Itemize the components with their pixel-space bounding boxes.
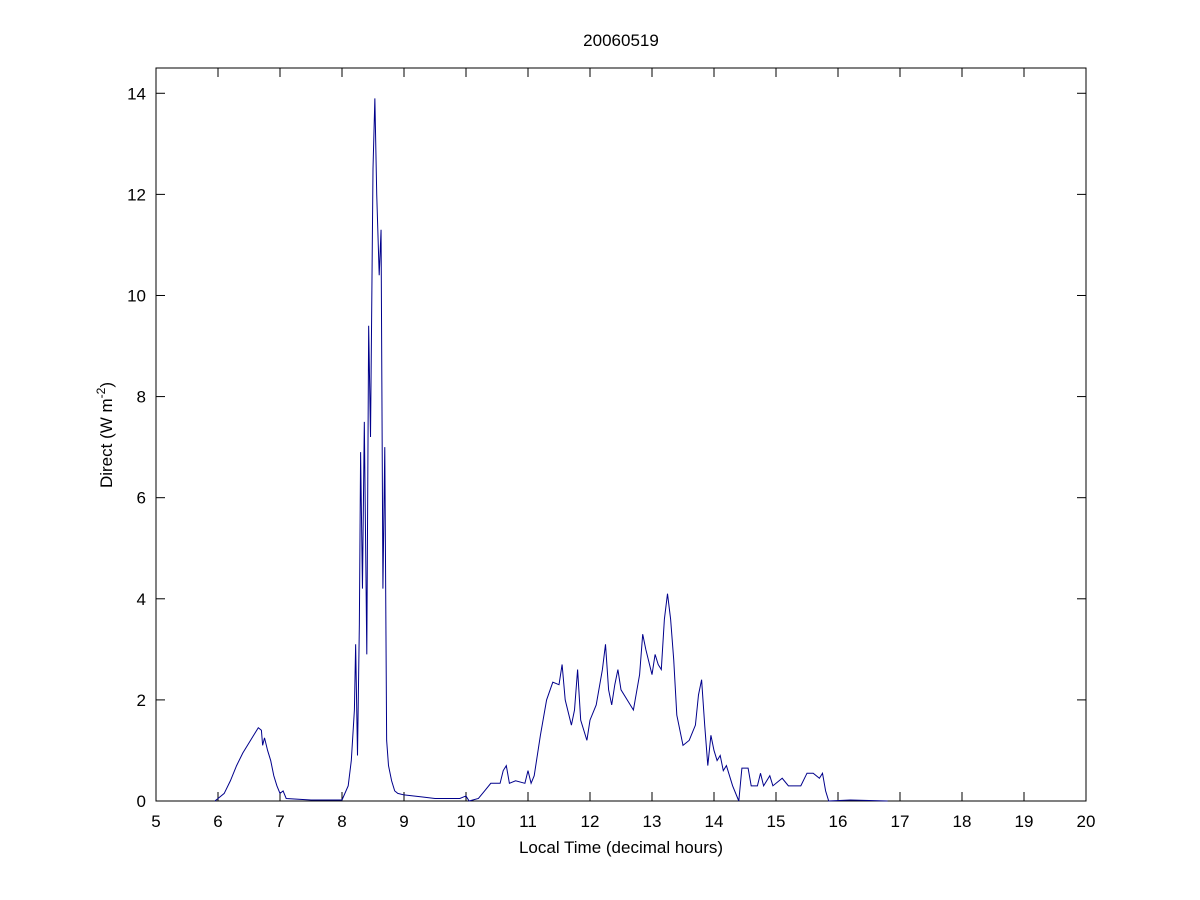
plot-frame (155, 67, 1087, 802)
x-tick-label: 8 (337, 812, 346, 831)
x-tick-label: 18 (953, 812, 972, 831)
y-tick-label: 2 (137, 691, 146, 710)
x-tick-label: 16 (829, 812, 848, 831)
x-tick-label: 5 (151, 812, 160, 831)
y-tick-label: 0 (137, 792, 146, 811)
y-tick-label: 12 (127, 185, 146, 204)
x-tick-label: 7 (275, 812, 284, 831)
y-tick-label: 6 (137, 489, 146, 508)
x-tick-label: 20 (1077, 812, 1096, 831)
y-tick-label: 14 (127, 84, 146, 103)
x-tick-label: 9 (399, 812, 408, 831)
x-tick-label: 6 (213, 812, 222, 831)
x-tick-label: 15 (767, 812, 786, 831)
x-tick-label: 11 (519, 812, 537, 831)
x-tick-label: 14 (705, 812, 724, 831)
chart-title: 20060519 (583, 31, 659, 50)
x-tick-label: 12 (581, 812, 600, 831)
y-tick-label: 8 (137, 388, 146, 407)
x-axis-label: Local Time (decimal hours) (519, 838, 723, 857)
y-tick-label: 4 (137, 590, 146, 609)
y-label-superscript: -2 (94, 387, 108, 398)
x-tick-label: 13 (643, 812, 662, 831)
y-axis-label: Direct (W m-2) (94, 382, 116, 488)
x-tick-label: 10 (457, 812, 476, 831)
y-label-text: Direct (W m (97, 398, 116, 488)
data-line (214, 98, 888, 802)
x-tick-label: 19 (1015, 812, 1034, 831)
y-tick-label: 10 (127, 286, 146, 305)
x-tick-label: 17 (891, 812, 910, 831)
y-label-suffix: ) (97, 382, 116, 388)
